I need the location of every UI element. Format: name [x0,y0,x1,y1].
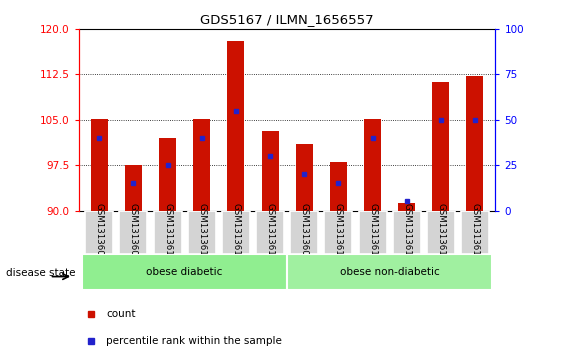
Bar [119,211,148,254]
Text: GSM1313611: GSM1313611 [197,203,206,261]
Bar [193,119,211,211]
Bar [91,119,108,211]
Bar [330,162,347,211]
Bar [398,203,415,211]
Text: GSM1313608: GSM1313608 [300,203,309,261]
Bar [82,254,287,290]
Bar [427,211,455,254]
Bar [86,211,113,254]
Bar [392,211,421,254]
Bar [324,211,352,254]
Text: percentile rank within the sample: percentile rank within the sample [106,336,282,346]
Text: GSM1313614: GSM1313614 [402,203,411,261]
Bar [359,211,387,254]
Text: disease state: disease state [6,268,75,278]
Text: GSM1313609: GSM1313609 [129,203,138,261]
Bar [154,211,182,254]
Text: GSM1313610: GSM1313610 [163,203,172,261]
Text: GSM1313613: GSM1313613 [368,203,377,261]
Bar [187,211,216,254]
Bar [287,254,492,290]
Text: GSM1313615: GSM1313615 [436,203,445,261]
Bar [466,76,484,211]
Title: GDS5167 / ILMN_1656557: GDS5167 / ILMN_1656557 [200,13,374,26]
Bar [227,41,244,211]
Bar [432,82,449,211]
Bar [222,211,250,254]
Bar [159,138,176,211]
Text: GSM1313607: GSM1313607 [95,203,104,261]
Text: GSM1313616: GSM1313616 [231,203,240,261]
Text: GSM1313612: GSM1313612 [334,203,343,261]
Bar [461,211,489,254]
Bar [256,211,284,254]
Text: count: count [106,309,135,319]
Bar [290,211,318,254]
Bar [262,131,279,211]
Bar [296,144,312,211]
Text: GSM1313618: GSM1313618 [266,203,275,261]
Text: GSM1313617: GSM1313617 [471,203,480,261]
Text: obese diabetic: obese diabetic [146,267,223,277]
Bar [125,165,142,211]
Text: obese non-diabetic: obese non-diabetic [339,267,440,277]
Bar [364,119,381,211]
